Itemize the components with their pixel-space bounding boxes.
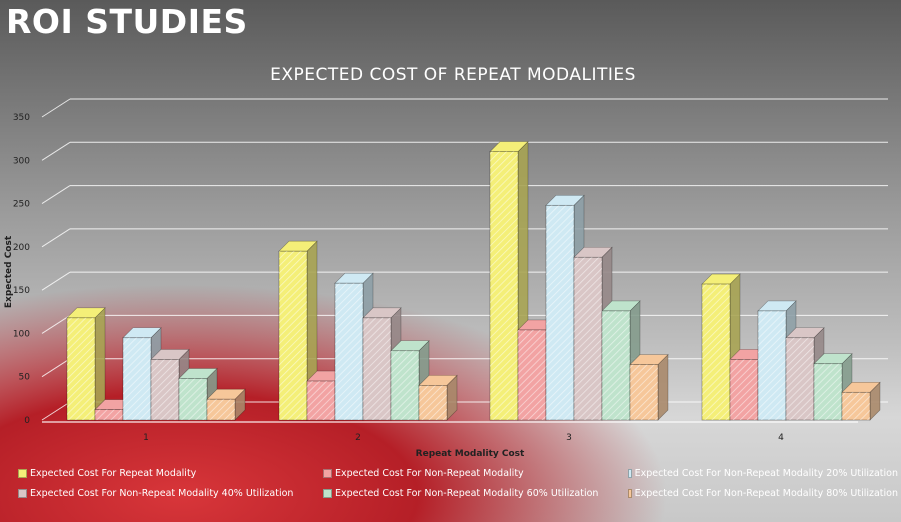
bars [66, 140, 881, 421]
bar [785, 327, 825, 421]
legend-swatch [628, 489, 632, 498]
y-tick-label: 350 [13, 113, 30, 123]
y-tick-label: 50 [19, 373, 31, 383]
legend-item: Expected Cost For Non-Repeat Modality 40… [18, 488, 323, 499]
bar [390, 340, 430, 421]
legend-swatch [18, 469, 27, 478]
gridline-depth [41, 271, 71, 291]
legend-item: Expected Cost For Repeat Modality [18, 468, 323, 479]
x-axis-label: Repeat Modality Cost [416, 449, 525, 459]
bar-chart: EXPECTED COST OF REPEAT MODALITIES 05010… [4, 65, 888, 459]
gridline-depth [41, 141, 71, 161]
bar [629, 353, 669, 421]
legend-label: Expected Cost For Non-Repeat Modality [335, 468, 524, 479]
gridline-depth [41, 185, 71, 204]
y-tick-label: 250 [13, 200, 30, 210]
x-tick-label: 3 [566, 433, 572, 443]
legend-item: Expected Cost For Non-Repeat Modality 20… [628, 468, 898, 479]
legend-swatch [628, 469, 632, 478]
slide-title: ROI STUDIES [6, 2, 248, 41]
x-tick-label: 2 [355, 433, 361, 443]
legend-swatch [323, 469, 332, 478]
x-tick-label: 4 [778, 433, 784, 443]
legend-item: Expected Cost For Non-Repeat Modality 60… [323, 488, 628, 499]
y-tick-label: 0 [24, 416, 30, 426]
x-axis-ticks: 1 2 3 4 [143, 433, 784, 443]
x-tick-label: 1 [143, 433, 149, 443]
legend-label: Expected Cost For Non-Repeat Modality 20… [634, 468, 898, 479]
gridline-depth [41, 98, 71, 118]
legend-swatch [18, 489, 27, 498]
gridline-depth [41, 228, 71, 248]
legend-item: Expected Cost For Non-Repeat Modality [323, 468, 628, 479]
y-axis-ticks: 0 50 100 150 200 250 300 350 [13, 113, 30, 426]
gridline-depth [41, 358, 71, 378]
bar [206, 388, 246, 421]
chart-title: EXPECTED COST OF REPEAT MODALITIES [270, 65, 636, 85]
gridlines [41, 98, 888, 423]
bar [841, 381, 881, 421]
y-tick-label: 300 [13, 156, 30, 166]
legend-item: Expected Cost For Non-Repeat Modality 80… [628, 488, 898, 499]
bar [813, 353, 853, 421]
y-tick-label: 100 [13, 329, 30, 339]
gridline-depth [41, 401, 71, 421]
legend-label: Expected Cost For Repeat Modality [30, 468, 197, 479]
gridline-depth [41, 315, 71, 334]
y-axis-label: Expected Cost [4, 235, 14, 308]
bar [66, 307, 106, 421]
bar [418, 374, 458, 421]
bar [278, 240, 318, 421]
y-tick-label: 150 [13, 286, 30, 296]
y-tick-label: 200 [13, 243, 30, 253]
chart-legend: Expected Cost For Repeat Modality Expecte… [18, 468, 898, 499]
legend-label: Expected Cost For Non-Repeat Modality 60… [335, 488, 599, 499]
legend-swatch [323, 489, 332, 498]
legend-label: Expected Cost For Non-Repeat Modality 40… [30, 488, 294, 499]
legend-label: Expected Cost For Non-Repeat Modality 80… [634, 488, 898, 499]
